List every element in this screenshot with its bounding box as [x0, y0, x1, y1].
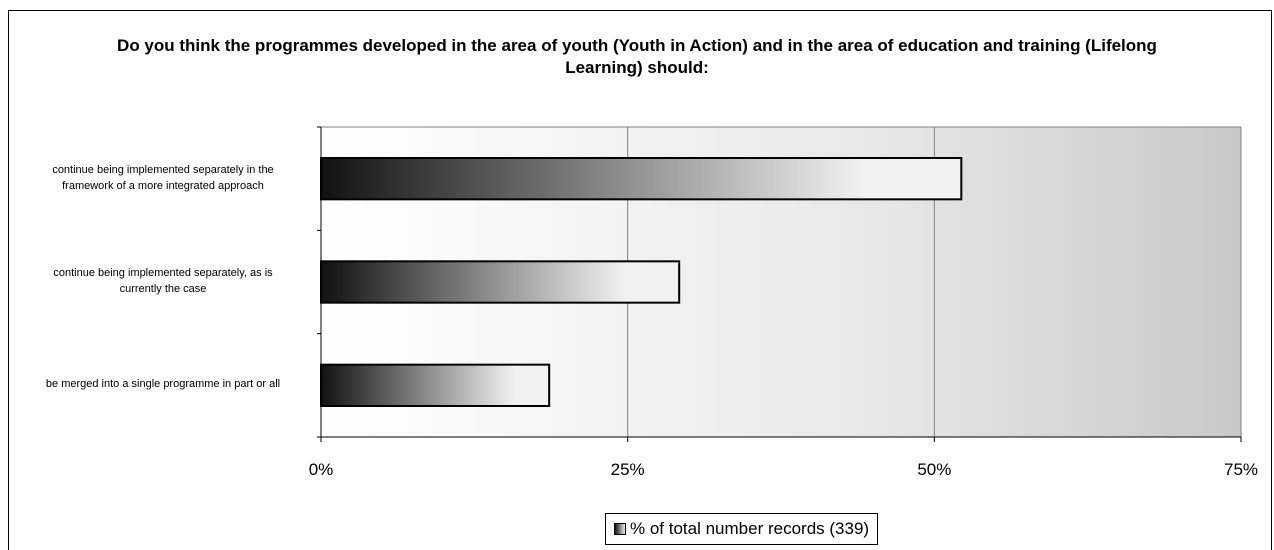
bar [320, 363, 551, 407]
category-label: continue being implemented separately in… [8, 162, 318, 194]
category-label: be merged into a single programme in par… [8, 376, 318, 392]
legend-label: % of total number records (339) [630, 519, 870, 538]
bar [320, 157, 963, 201]
x-tick-label: 75% [1223, 460, 1259, 479]
x-tick-label: 0% [308, 460, 334, 479]
category-label-line: framework of a more integrated approach [62, 179, 264, 192]
x-tick-label: 50% [917, 460, 952, 479]
category-label-line: continue being implemented separately, a… [53, 267, 273, 279]
legend-key [614, 523, 626, 535]
chart-frame [8, 10, 1272, 550]
category-label-line: continue being implemented separately in… [52, 163, 274, 176]
legend: % of total number records (339) [605, 513, 879, 545]
category-label-line: be merged into a single programme in par… [45, 378, 281, 391]
bar [320, 260, 681, 304]
chart-title: Do you think the programmes developed in… [117, 36, 1157, 77]
category-label: continue being implemented separately, a… [8, 265, 318, 297]
x-tick-label: 25% [610, 460, 645, 479]
category-label-line: currently the case [119, 283, 207, 295]
